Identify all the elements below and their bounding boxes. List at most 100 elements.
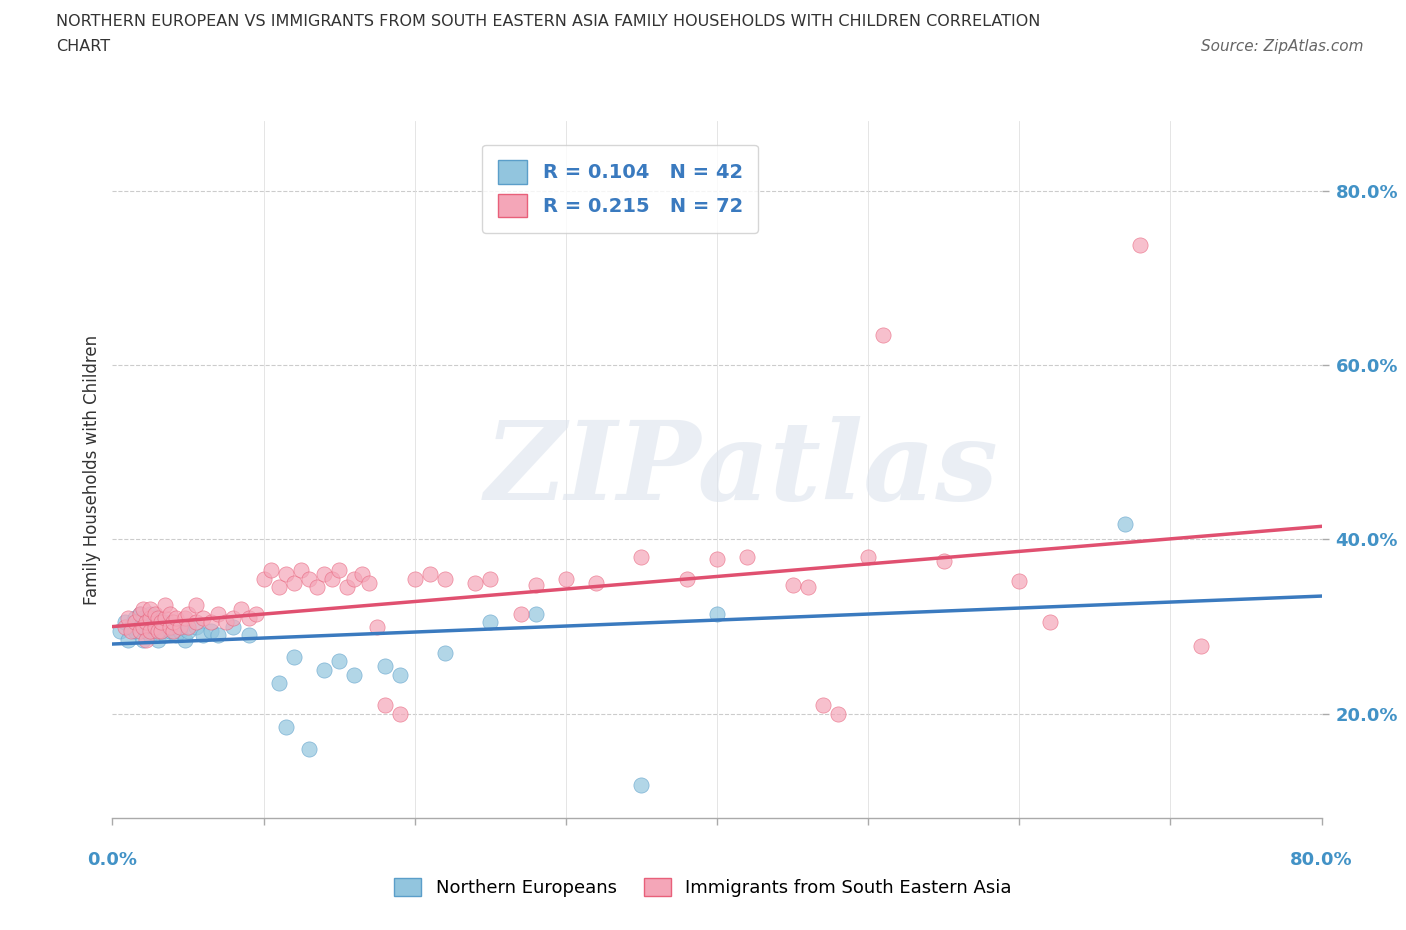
Point (207, 606, 229, 621)
Point (260, 563, 283, 578)
Point (143, 606, 166, 621)
Point (200, 615, 222, 630)
Point (305, 580, 328, 595)
Point (132, 632, 155, 647)
Point (146, 632, 169, 647)
Point (630, 777, 652, 792)
Point (162, 615, 184, 630)
Point (200, 623, 222, 638)
Point (267, 580, 290, 595)
Text: 0.0%: 0.0% (87, 851, 138, 870)
Point (165, 610, 187, 625)
Point (177, 606, 200, 621)
Point (124, 615, 146, 630)
Point (135, 615, 157, 630)
Point (433, 571, 456, 586)
Point (132, 610, 155, 625)
Point (267, 676, 290, 691)
Point (374, 698, 396, 712)
Point (706, 551, 728, 566)
Point (159, 619, 181, 634)
Point (146, 623, 169, 638)
Point (139, 623, 162, 638)
Point (343, 667, 366, 682)
Point (117, 632, 139, 647)
Point (124, 623, 146, 638)
Point (509, 606, 531, 621)
Point (191, 628, 214, 643)
Point (276, 720, 298, 735)
Point (149, 623, 172, 638)
Point (139, 602, 162, 617)
Point (464, 576, 486, 591)
Point (169, 623, 191, 638)
Point (191, 610, 214, 625)
Text: 80.0%: 80.0% (1291, 851, 1353, 870)
Point (169, 619, 191, 634)
Point (155, 597, 177, 612)
Point (128, 623, 150, 638)
Point (120, 623, 142, 638)
Point (184, 597, 207, 612)
Point (630, 550, 652, 565)
Legend: R = 0.104   N = 42, R = 0.215   N = 72: R = 0.104 N = 42, R = 0.215 N = 72 (482, 144, 758, 232)
Point (139, 610, 162, 625)
Point (238, 610, 260, 625)
Text: NORTHERN EUROPEAN VS IMMIGRANTS FROM SOUTH EASTERN ASIA FAMILY HOUSEHOLDS WITH C: NORTHERN EUROPEAN VS IMMIGRANTS FROM SOU… (56, 14, 1040, 29)
Point (366, 619, 388, 634)
Point (155, 615, 177, 630)
Point (143, 610, 166, 625)
Point (856, 550, 880, 565)
Point (135, 632, 157, 647)
Point (139, 628, 162, 643)
Point (245, 606, 267, 621)
Point (229, 602, 252, 617)
Point (128, 606, 150, 621)
Point (675, 571, 697, 586)
Point (132, 619, 155, 634)
Text: Source: ZipAtlas.com: Source: ZipAtlas.com (1201, 39, 1364, 54)
Point (184, 619, 207, 634)
Point (388, 707, 411, 722)
Point (155, 610, 177, 625)
Point (120, 619, 142, 634)
Point (139, 606, 162, 621)
Point (143, 623, 166, 638)
Point (159, 623, 181, 638)
Point (1129, 237, 1152, 252)
Point (159, 606, 181, 621)
Point (524, 606, 547, 621)
Point (1114, 516, 1136, 531)
Point (162, 619, 184, 634)
Point (298, 571, 321, 586)
Point (177, 619, 200, 634)
Point (146, 610, 169, 625)
Point (135, 615, 157, 630)
Point (419, 567, 441, 582)
Point (1038, 615, 1062, 630)
Point (1008, 574, 1031, 589)
Point (177, 623, 200, 638)
Point (146, 619, 169, 634)
Point (932, 553, 955, 568)
Y-axis label: Family Households with Children: Family Households with Children (83, 335, 101, 604)
Point (117, 610, 139, 625)
Point (184, 615, 207, 630)
Point (128, 615, 150, 630)
Point (222, 610, 245, 625)
Point (215, 615, 238, 630)
Point (135, 623, 157, 638)
Point (108, 623, 131, 638)
Point (479, 615, 502, 630)
Point (388, 667, 411, 682)
Point (283, 576, 305, 591)
Point (359, 576, 381, 591)
Point (827, 707, 849, 722)
Point (585, 576, 607, 591)
Point (149, 615, 172, 630)
Point (222, 619, 245, 634)
Point (114, 615, 136, 630)
Point (132, 602, 155, 617)
Point (336, 580, 359, 595)
Point (314, 663, 336, 678)
